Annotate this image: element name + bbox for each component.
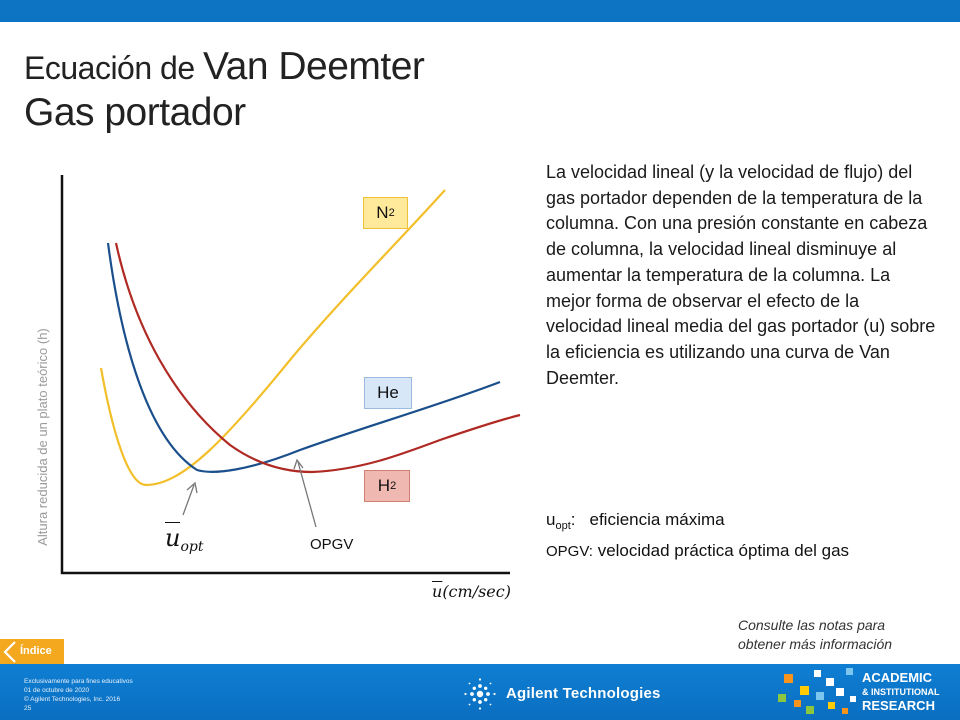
x-axis-label: u(cm/sec)	[432, 582, 511, 601]
academic-research-text: ACADEMIC & INSTITUTIONAL RESEARCH	[862, 670, 940, 713]
definition-uopt: uopt: eficiencia máxima	[546, 510, 725, 532]
legal-text: Exclusivamente para fines educativos 01 …	[24, 678, 133, 712]
footer: Exclusivamente para fines educativos 01 …	[0, 664, 960, 720]
uopt-arrow-head	[186, 481, 198, 494]
indice-button[interactable]: Índice	[0, 639, 64, 664]
y-axis-label: Altura reducida de un plato teórico (h)	[35, 328, 50, 546]
opgv-arrow-head	[293, 458, 304, 470]
indice-label: Índice	[20, 645, 52, 657]
chevron-left-icon	[3, 641, 16, 663]
he-curve	[106, 242, 501, 473]
opgv-arrow	[297, 461, 317, 528]
slide-title: Ecuación de Van Deemter Gas portador	[24, 44, 425, 136]
explanation-text: La velocidad lineal (y la velocidad de f…	[546, 162, 936, 388]
van-deemter-chart	[60, 175, 521, 575]
opgv-annotation: OPGV	[310, 536, 354, 553]
agilent-spark-icon	[464, 678, 496, 710]
uopt-annotation: uopt	[165, 522, 204, 555]
h2-curve	[114, 242, 521, 474]
academic-research-logo-icon	[778, 668, 856, 714]
top-bar	[0, 0, 960, 22]
brand-name: Agilent Technologies	[506, 685, 661, 702]
title-line-2: Gas portador	[24, 91, 246, 135]
uopt-arrow	[182, 484, 195, 516]
notes-hint: Consulte las notas para obtener más info…	[738, 617, 893, 652]
legend-he: He	[364, 377, 412, 409]
title-line-1: Ecuación de Van Deemter	[24, 45, 425, 88]
n2-curve	[99, 189, 446, 487]
definition-opgv: OPGV: velocidad práctica óptima del gas	[546, 541, 850, 560]
